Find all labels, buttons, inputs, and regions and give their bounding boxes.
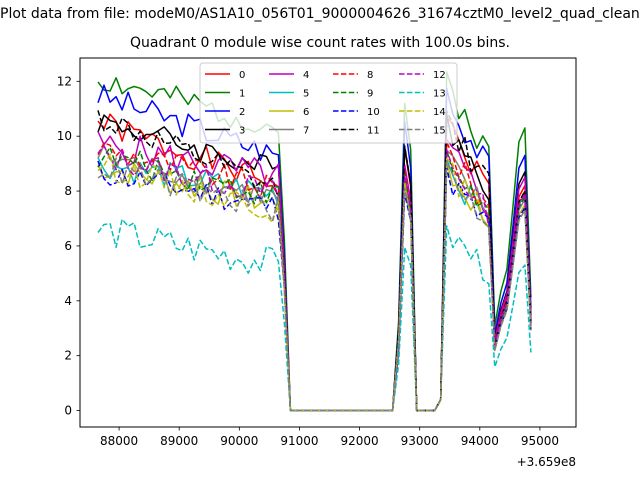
y-tick-label: 2 — [64, 349, 72, 363]
series-line-13 — [97, 218, 532, 412]
chart-title: Quadrant 0 module wise count rates with … — [130, 35, 510, 51]
x-tick-label: 92000 — [340, 434, 378, 448]
legend-label-9: 9 — [367, 89, 373, 100]
series-line-14 — [97, 153, 532, 412]
legend-label-5: 5 — [303, 89, 309, 100]
legend-label-14: 14 — [433, 107, 446, 118]
series-line-5 — [97, 157, 532, 412]
series-line-9 — [97, 146, 532, 412]
y-tick-label: 8 — [64, 184, 72, 198]
x-tick-label: 88000 — [100, 434, 138, 448]
series-line-10 — [97, 160, 532, 412]
tick-layer: 88000 89000 90000 91000 92000 93000 94000 95000… — [57, 74, 559, 448]
series-layer — [97, 71, 532, 412]
legend-label-3: 3 — [239, 126, 245, 137]
legend-label-7: 7 — [303, 126, 309, 137]
y-tick-label: 12 — [57, 74, 72, 88]
x-tick-label: 94000 — [461, 434, 499, 448]
series-line-3 — [97, 113, 532, 412]
legend-label-12: 12 — [433, 70, 446, 81]
legend-label-0: 0 — [239, 70, 245, 81]
legend-label-13: 13 — [433, 89, 446, 100]
x-tick-label: 93000 — [401, 434, 439, 448]
x-tick-label: 90000 — [220, 434, 258, 448]
y-tick-label: 10 — [57, 129, 72, 143]
axes-frame — [79, 57, 577, 428]
x-tick-label: 89000 — [160, 434, 198, 448]
legend-box — [199, 62, 458, 144]
legend-label-8: 8 — [367, 70, 373, 81]
series-line-15 — [97, 157, 532, 412]
legend-label-6: 6 — [303, 107, 309, 118]
legend-label-4: 4 — [303, 70, 309, 81]
x-tick-label: 91000 — [280, 434, 318, 448]
y-tick-label: 4 — [64, 294, 72, 308]
legend-label-11: 11 — [367, 126, 380, 137]
x-tick-label: 95000 — [521, 434, 559, 448]
figure-suptitle: Plot data from file: modeM0/AS1A10_056T0… — [0, 6, 640, 22]
series-line-0 — [97, 113, 532, 412]
y-tick-label: 0 — [64, 404, 72, 418]
legend-label-15: 15 — [433, 126, 446, 137]
legend-label-1: 1 — [239, 89, 245, 100]
y-tick-label: 6 — [64, 239, 72, 253]
legend-label-10: 10 — [367, 107, 380, 118]
x-offset-label: +3.659e8 — [517, 455, 576, 469]
legend-label-2: 2 — [239, 107, 245, 118]
